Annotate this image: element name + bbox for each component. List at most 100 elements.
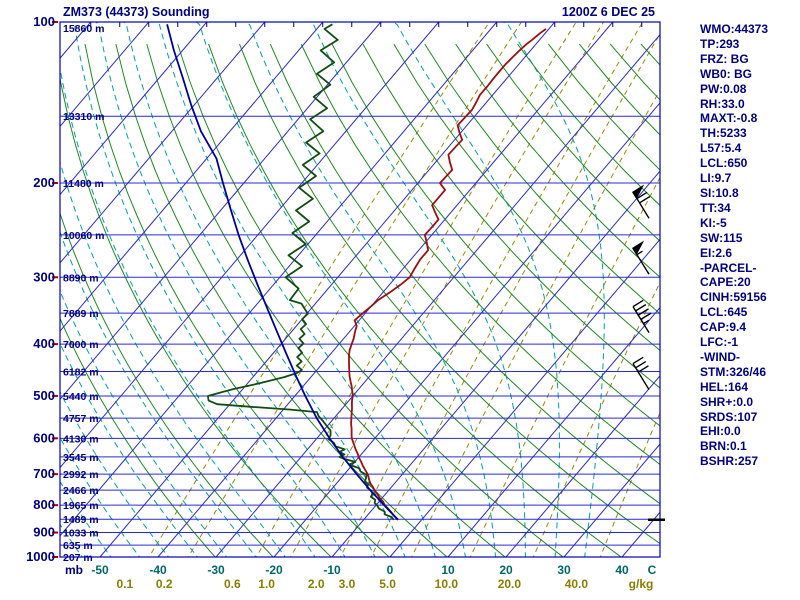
- ratio-label: 5.0: [379, 577, 396, 591]
- panel-line: LCL:650: [700, 156, 748, 171]
- wind-barb: [632, 299, 652, 333]
- pressure-lines: [60, 22, 660, 557]
- pressure-ticks: [52, 21, 58, 559]
- pressure-unit-label: mb: [65, 563, 83, 577]
- panel-line: TP:293: [700, 36, 740, 51]
- height-label: 635 m: [63, 540, 93, 552]
- panel-line: STM:326/46: [700, 364, 767, 379]
- panel-line: CAPE:20: [700, 275, 751, 290]
- ratio-label: 0.6: [224, 577, 241, 591]
- panel-line: CINH:59156: [700, 290, 767, 305]
- temp-label: 0: [387, 563, 394, 577]
- ratio-label: 2.0: [308, 577, 325, 591]
- pressure-label: 800: [33, 497, 55, 512]
- panel-line: -PARCEL-: [700, 260, 757, 275]
- ratio-label: 0.1: [117, 577, 134, 591]
- height-label: 7000 m: [63, 339, 99, 351]
- pressure-label: 300: [33, 269, 55, 284]
- grid-lines: [60, 22, 660, 557]
- panel-line: BRN:0.1: [700, 439, 747, 454]
- temp-label: -40: [149, 563, 167, 577]
- height-label: 6182 m: [63, 366, 99, 378]
- temp-label: -50: [91, 563, 109, 577]
- chart-datetime: 1200Z 6 DEC 25: [561, 5, 655, 19]
- temp-label: 30: [557, 563, 571, 577]
- height-label: 15860 m: [63, 23, 104, 35]
- panel-line: MAXT:-0.8: [700, 111, 758, 126]
- ratio-label: 20.0: [498, 577, 522, 591]
- wind-barb: [632, 184, 651, 219]
- ratio-unit-label: g/kg: [629, 577, 654, 591]
- wind-barb: [632, 356, 650, 390]
- mixing-ratio-lines: [148, 22, 660, 557]
- plot-frame: [59, 21, 661, 558]
- panel-line: -WIND-: [700, 349, 740, 364]
- ratio-label: 0.2: [156, 577, 173, 591]
- pressure-label: 600: [33, 430, 55, 445]
- panel-line: EHI:0.0: [700, 424, 741, 439]
- panel-line: WB0: BG: [700, 66, 752, 81]
- panel-line: SW:115: [700, 230, 743, 245]
- height-label: 4757 m: [63, 413, 99, 425]
- temp-label: -20: [265, 563, 283, 577]
- top-ticks: [90, 22, 643, 27]
- temp-label: 10: [441, 563, 455, 577]
- panel-line: PW:0.08: [700, 81, 747, 96]
- panel-line: TT:34: [700, 200, 731, 215]
- pressure-label: 200: [33, 175, 55, 190]
- temperature-trace: [348, 28, 547, 521]
- panel-line: TH:5233: [700, 126, 747, 141]
- panel-line: LI:9.7: [700, 171, 732, 186]
- parcel-trace: [166, 24, 399, 521]
- height-label: 13310 m: [63, 111, 104, 123]
- pressure-label: 100: [33, 14, 55, 29]
- temp-unit-label: C: [648, 563, 657, 577]
- chart-title: ZM373 (44373) Sounding: [63, 5, 210, 19]
- panel-line: LCL:645: [700, 305, 748, 320]
- height-label: 1965 m: [63, 500, 99, 512]
- height-label: 2992 m: [63, 469, 99, 481]
- height-label: 5440 m: [63, 391, 99, 403]
- panel-line: RH:33.0: [700, 96, 745, 111]
- panel-line: FRZ: BG: [700, 51, 749, 66]
- height-label: 7889 m: [63, 308, 99, 320]
- temp-label: -30: [207, 563, 225, 577]
- height-label: 11480 m: [63, 178, 104, 190]
- panel-line: LFC:-1: [700, 335, 738, 350]
- pressure-label: 900: [33, 525, 55, 540]
- height-label: 3545 m: [63, 452, 99, 464]
- panel-line: L57:5.4: [700, 141, 742, 156]
- ratio-label: 3.0: [339, 577, 356, 591]
- height-label: 2466 m: [63, 485, 99, 497]
- dewpoint-trace: [207, 23, 395, 521]
- panel-line: BSHR:257: [700, 454, 759, 469]
- temp-label: 40: [615, 563, 629, 577]
- panel-line: CAP:9.4: [700, 320, 747, 335]
- dry-adiabats: [60, 43, 660, 557]
- height-label: 4130 m: [63, 433, 99, 445]
- ratio-label: 40.0: [565, 577, 589, 591]
- height-label: 10060 m: [63, 230, 104, 242]
- pressure-label: 700: [33, 466, 55, 481]
- height-label: 1489 m: [63, 514, 99, 526]
- panel-line: SI:10.8: [700, 185, 739, 200]
- indices-panel: WMO:44373 TP:293 FRZ: BG WB0: BG PW:0.08 RH:3…: [700, 22, 768, 469]
- isotherms: [60, 22, 660, 557]
- pressure-label: 1000: [26, 549, 55, 564]
- height-label: 8890 m: [63, 272, 99, 284]
- traces: [166, 23, 547, 521]
- panel-line: SHR+:0.0: [700, 394, 754, 409]
- panel-line: HEL:164: [700, 379, 749, 394]
- temp-label: -10: [323, 563, 341, 577]
- wind-barb: [632, 240, 650, 275]
- panel-line: KI:-5: [700, 215, 727, 230]
- temp-label: 20: [499, 563, 513, 577]
- panel-line: SRDS:107: [700, 409, 758, 424]
- ratio-label: 1.0: [258, 577, 275, 591]
- height-label: 1033 m: [63, 528, 99, 540]
- panel-line: EI:2.6: [700, 245, 733, 260]
- height-label: 207 m: [63, 552, 93, 564]
- pressure-label: 400: [33, 336, 55, 351]
